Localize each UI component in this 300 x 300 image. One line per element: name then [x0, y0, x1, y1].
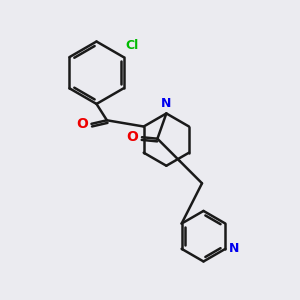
Text: N: N	[161, 97, 172, 110]
Text: Cl: Cl	[125, 39, 138, 52]
Text: O: O	[127, 130, 138, 144]
Text: N: N	[229, 242, 239, 255]
Text: O: O	[76, 117, 88, 131]
